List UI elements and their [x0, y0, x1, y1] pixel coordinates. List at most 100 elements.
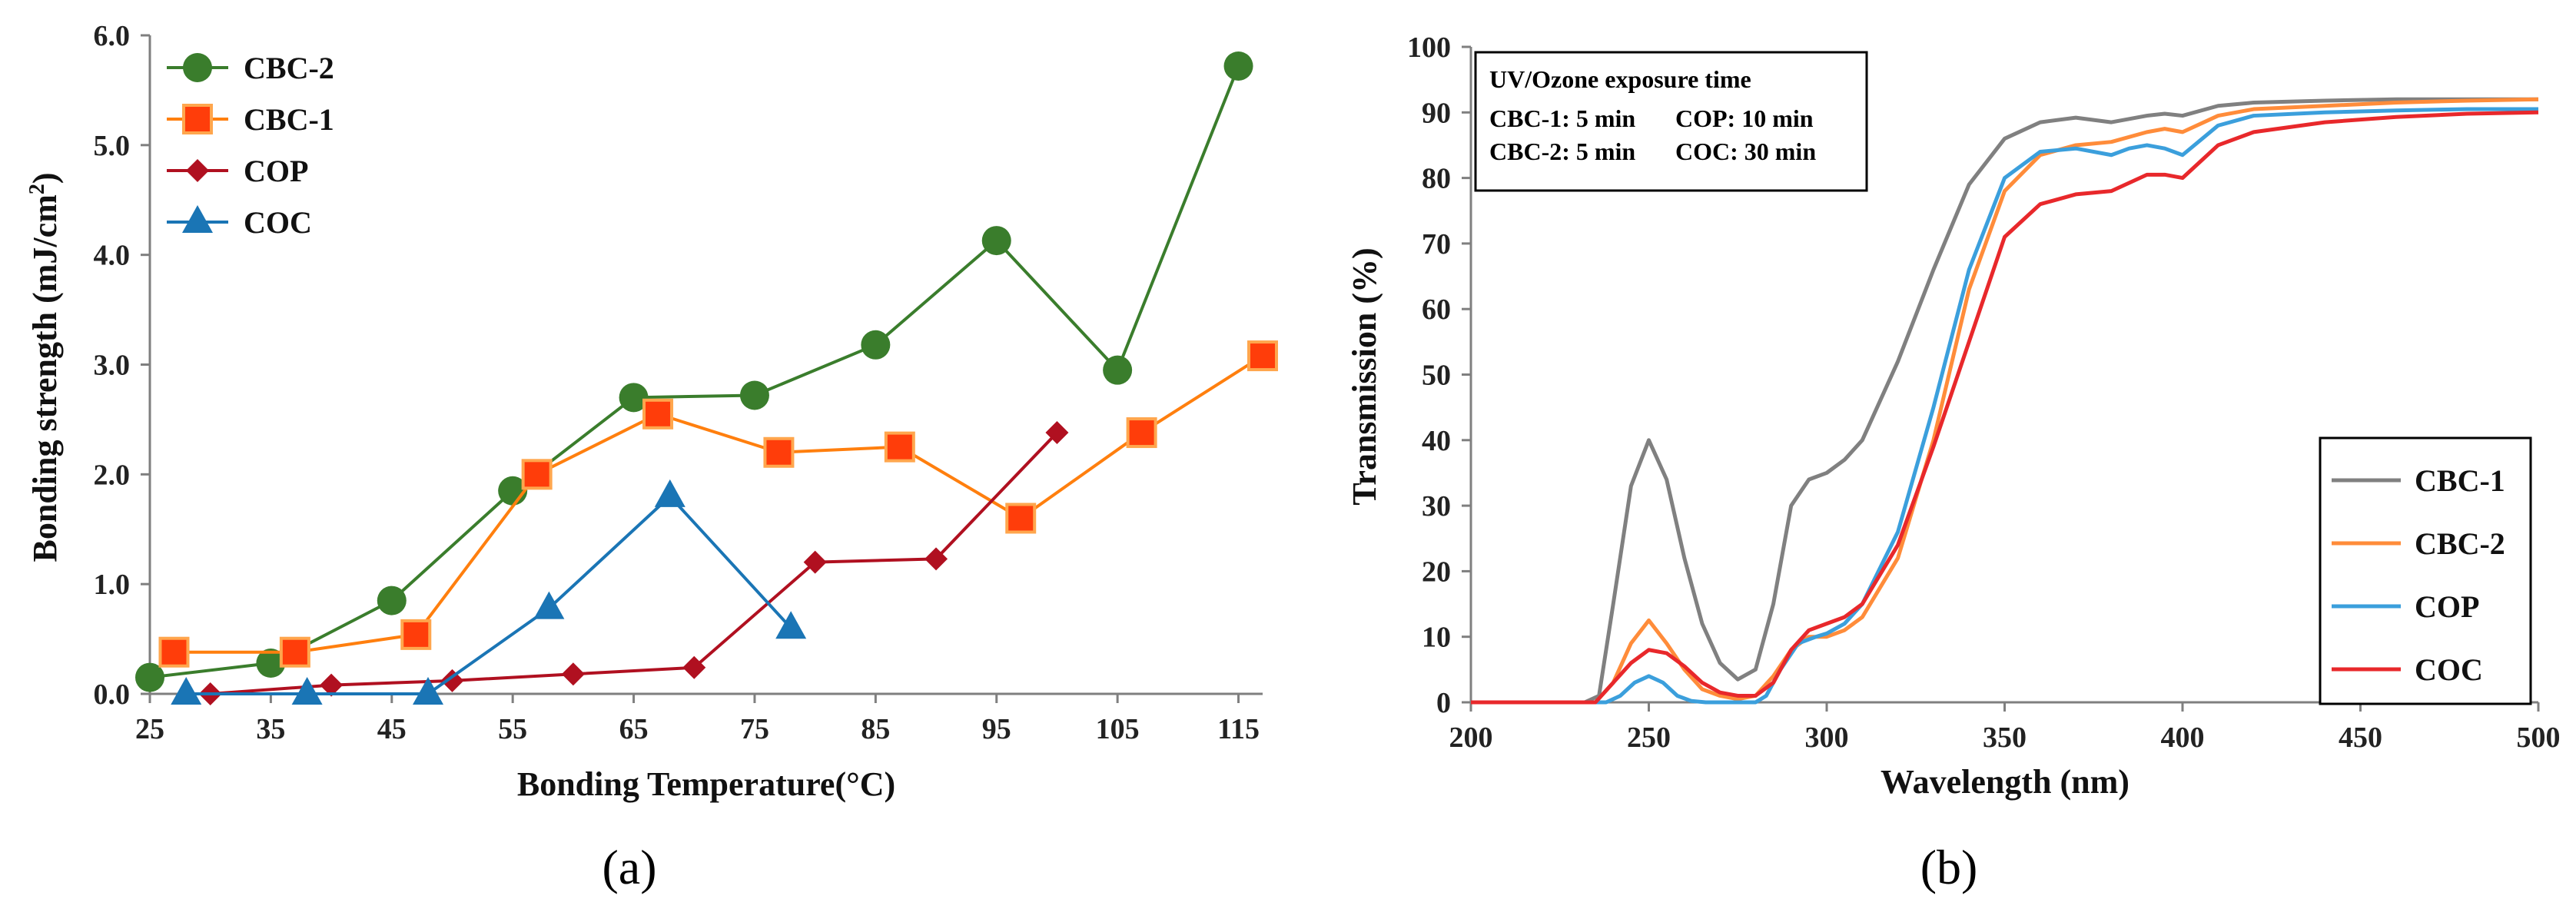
chart-a-point-coc [533, 591, 565, 619]
chart-a-point-cop [925, 547, 948, 571]
chart-b-legend: CBC-1 CBC-2 COP COC [2319, 436, 2532, 705]
chart-b-annotation-box [1474, 51, 1868, 192]
chart-a-point-cbc-1 [884, 431, 915, 463]
chart-b-y-tick-label: 90 [1422, 97, 1451, 129]
chart-a-point-cbc-2 [739, 380, 769, 410]
chart-a-y-axis-title-end: ) [26, 173, 64, 184]
chart-a-x-tick-label: 45 [377, 713, 407, 745]
chart-a-point-cbc-1 [763, 436, 795, 468]
chart-b-x-tick-label: 300 [1805, 722, 1849, 754]
chart-b-panel-label: (b) [1920, 840, 1978, 894]
chart-a-x-tick-label: 95 [982, 713, 1011, 745]
chart-a-x-tick-label: 35 [256, 713, 285, 745]
chart-a-legend-marker-cbc-2 [183, 53, 212, 82]
chart-a-x-tick-label: 55 [498, 713, 527, 745]
chart-a-point-cop [440, 669, 464, 692]
chart-a-point-cop [803, 550, 827, 574]
chart-a-legend-label-cbc-1: CBC-1 [244, 102, 334, 137]
chart-a: 25 35 45 55 65 75 85 95 105 115 0.0 1.0 2.0 3.0 4.0 5.0… [25, 20, 1278, 894]
chart-b-y-axis-title: Transmission (%) [1346, 247, 1383, 505]
chart-a-point-cbc-2 [981, 226, 1011, 256]
chart-a-x-tick-label: 105 [1096, 713, 1140, 745]
chart-b-annotation-cbc1: CBC-1: 5 min [1489, 105, 1635, 132]
chart-a-point-coc [775, 611, 807, 639]
chart-a-series-line-cop [210, 431, 1058, 695]
chart-a-series-line-cbc-2 [149, 65, 1240, 679]
chart-a-point-cbc-2 [619, 383, 649, 413]
chart-a-point-cop [561, 662, 585, 686]
chart-a-y-tick-label: 3.0 [94, 350, 131, 382]
chart-a-point-cbc-1 [400, 619, 432, 650]
chart-a-point-cbc-2 [135, 662, 164, 692]
chart-b-y-tick-label: 0 [1436, 687, 1451, 719]
chart-a-legend-label-coc: COC [244, 205, 312, 240]
chart-b-annotation: UV/Ozone exposure time CBC-1: 5 min COP:… [1474, 51, 1868, 192]
chart-a-y-axis-title: Bonding strength (mJ/cm2) [25, 173, 64, 562]
chart-a-point-cbc-1 [158, 636, 190, 668]
chart-b-x-tick-label: 450 [2339, 722, 2382, 754]
chart-b-x-tick-label: 400 [2161, 722, 2205, 754]
chart-a-ticks: 25 35 45 55 65 75 85 95 105 115 0.0 1.0 2.0 3.0 4.0 5.0… [94, 20, 1260, 745]
chart-b-y-tick-label: 100 [1407, 32, 1451, 64]
chart-a-point-coc [291, 677, 323, 705]
chart-b-series-line-cop [1471, 107, 2538, 705]
chart-a-y-axis-title-main: Bonding strength (mJ/cm [26, 194, 64, 562]
chart-a-x-tick-label: 85 [861, 713, 890, 745]
chart-b-legend-label-cop: COP [2415, 589, 2479, 624]
chart-a-y-tick-label: 5.0 [94, 130, 131, 162]
chart-b-y-tick-label: 40 [1422, 425, 1451, 457]
chart-a-legend-marker-coc [182, 205, 213, 233]
chart-a-x-axis-title: Bonding Temperature(°C) [517, 765, 895, 803]
chart-a-point-cbc-1 [1126, 417, 1157, 449]
chart-b-legend-label-cbc-2: CBC-2 [2415, 526, 2505, 561]
chart-a-legend-marker-cbc-1 [182, 104, 213, 134]
chart-a-point-cbc-1 [521, 459, 553, 490]
chart-a-point-cbc-1 [1247, 340, 1278, 372]
chart-b-x-tick-label: 350 [1983, 722, 2027, 754]
chart-a-y-tick-label: 4.0 [94, 240, 131, 272]
chart-b-series-line-coc [1471, 110, 2539, 705]
chart-a-legend-marker-cop [186, 159, 209, 182]
chart-a-x-tick-label: 115 [1217, 713, 1260, 745]
chart-a-panel-label: (a) [602, 840, 656, 894]
chart-a-point-coc [654, 479, 685, 507]
chart-b-x-tick-label: 500 [2517, 722, 2561, 754]
chart-a-point-cbc-2 [861, 330, 891, 360]
chart-b-legend-label-coc: COC [2415, 652, 2483, 687]
chart-a-point-cbc-2 [1103, 355, 1133, 385]
chart-a-point-coc [413, 677, 443, 705]
chart-a-point-cop [1045, 421, 1069, 445]
chart-a-legend: CBC-2 CBC-1 COP COC [167, 51, 334, 240]
chart-a-series-line-cbc-1 [174, 354, 1264, 654]
chart-a-point-coc [171, 677, 202, 705]
chart-b-series-line-cbc-2 [1471, 97, 2539, 705]
chart-b-annotation-title: UV/Ozone exposure time [1489, 65, 1751, 93]
chart-b-annotation-cbc2: CBC-2: 5 min [1489, 138, 1635, 165]
chart-a-point-cop [682, 655, 706, 679]
chart-b-y-tick-label: 70 [1422, 228, 1451, 260]
chart-a-point-cop [320, 673, 344, 697]
chart-a-y-tick-label: 1.0 [94, 569, 131, 601]
chart-b-series-line-cbc-1 [1471, 97, 2538, 705]
chart-b-x-tick-label: 250 [1627, 722, 1671, 754]
chart-b-series [1471, 97, 2539, 705]
chart-b-annotation-coc: COC: 30 min [1675, 138, 1816, 165]
chart-a-legend-label-cbc-2: CBC-2 [244, 51, 334, 85]
chart-a-point-cbc-1 [1005, 503, 1037, 534]
chart-a-point-cbc-1 [279, 636, 310, 668]
chart-a-point-cbc-2 [1223, 51, 1253, 81]
chart-a-legend-label-cop: COP [244, 154, 308, 188]
chart-a-series [135, 51, 1278, 705]
chart-a-point-cbc-1 [642, 398, 674, 430]
chart-a-y-axis-title-sup: 2 [25, 184, 49, 194]
chart-a-x-tick-label: 65 [619, 713, 649, 745]
chart-b-ticks: 200 250 300 350 400 450 500 0 10 20 30 40 50 60 70 80 90… [1407, 32, 2561, 754]
chart-b-y-tick-label: 10 [1422, 622, 1451, 654]
chart-b-y-tick-label: 30 [1422, 490, 1451, 523]
chart-a-point-cbc-2 [256, 649, 286, 678]
chart-a-point-cbc-2 [377, 586, 407, 615]
chart-b-y-tick-label: 80 [1422, 163, 1451, 195]
chart-b-y-tick-label: 60 [1422, 294, 1451, 326]
chart-a-y-tick-label: 2.0 [94, 459, 131, 491]
